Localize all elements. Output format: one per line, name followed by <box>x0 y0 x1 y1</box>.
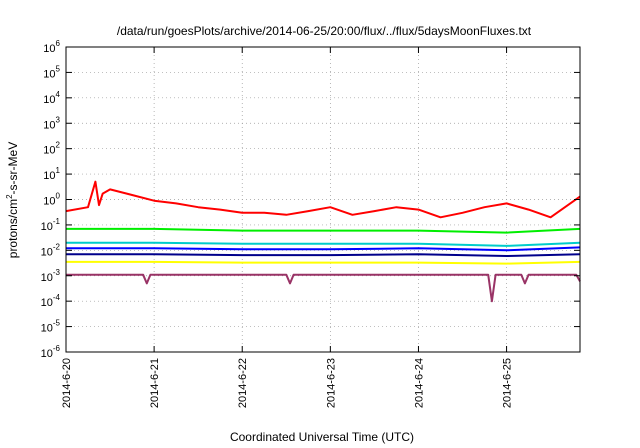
series-line-2 <box>66 227 581 234</box>
x-tick-label: 2014-6-25 <box>502 358 514 408</box>
y-tick-label: 104 <box>43 90 60 106</box>
y-tick-label: 101 <box>43 166 60 182</box>
x-tick-label: 2014-6-22 <box>237 358 249 408</box>
series-line-5 <box>66 253 581 257</box>
y-tick-label: 103 <box>43 115 60 131</box>
y-tick-label: 10-5 <box>41 319 61 335</box>
grid <box>66 47 580 352</box>
series-line-4 <box>66 246 581 252</box>
series-line-6 <box>66 260 581 265</box>
x-axis-label: Coordinated Universal Time (UTC) <box>230 430 414 444</box>
y-tick-label: 10-4 <box>41 293 61 309</box>
y-tick-label: 10-1 <box>41 217 61 233</box>
x-tick-label: 2014-6-24 <box>413 358 425 408</box>
y-tick-label: 100 <box>43 192 60 208</box>
x-tick-label: 2014-6-21 <box>149 358 161 408</box>
y-tick-label: 10-2 <box>41 242 61 258</box>
series-layer <box>65 180 581 303</box>
y-tick-label: 106 <box>43 39 60 55</box>
x-tick-label: 2014-6-20 <box>61 358 73 408</box>
y-axis-label: protons/cm2-s-sr-MeV <box>5 142 20 258</box>
series-line-1 <box>65 180 581 219</box>
y-axis: 10-6 10-5 10-4 10-3 10-2 10-1 100 101 102 103 104 1… <box>41 39 580 360</box>
chart-title: /data/run/goesPlots/archive/2014-06-25/2… <box>117 24 532 38</box>
series-line-3 <box>66 241 581 247</box>
x-axis: 2014-6-20 2014-6-21 2014-6-22 2014-6-23 2014… <box>61 47 514 408</box>
x-tick-label: 2014-6-23 <box>325 358 337 408</box>
y-tick-label: 10-6 <box>41 344 61 360</box>
y-tick-label: 105 <box>43 64 60 80</box>
y-tick-label: 10-3 <box>41 268 61 284</box>
y-tick-label: 102 <box>43 141 60 157</box>
series-line-7 <box>66 273 581 303</box>
